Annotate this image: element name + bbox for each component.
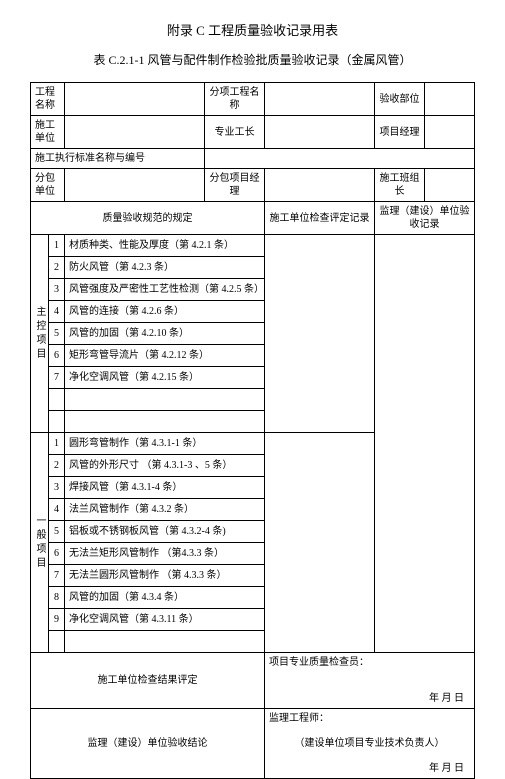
- yb-item-9: [65, 631, 265, 653]
- inspection-form: 工程名称 分项工程名称 验收部位 施工单位 专业工长 项目经理 施工执行标准名称…: [30, 82, 475, 779]
- zk-item-8: [65, 411, 265, 433]
- h-accept-part-val: [425, 83, 475, 116]
- yb-item-8: 净化空调风管（第 4.3.11 条）: [65, 609, 265, 631]
- supervisor-conclusion-label: 监理（建设）单位验收结论: [31, 709, 265, 779]
- supervisor-engineer-label: 监理工程师：: [265, 709, 475, 733]
- zk-item-2: 风管强度及严密性工艺性检测（第 4.2.5 条）: [65, 279, 265, 301]
- zk-num-2: 3: [49, 279, 65, 301]
- yb-item-6: 无法兰圆形风管制作 （第 4.3.3 条）: [65, 565, 265, 587]
- zk-item-3: 风管的连接（第 4.2.6 条）: [65, 301, 265, 323]
- supervisor-record: [375, 235, 475, 653]
- zhukong-label: 主控项目: [31, 235, 49, 433]
- h-pm-val: [425, 116, 475, 149]
- quality-inspector-label: 项目专业质量检查员：: [265, 653, 475, 683]
- h-foreman-val: [265, 116, 375, 149]
- yiban-label: 一般项目: [31, 433, 49, 653]
- yb-item-3: 法兰风管制作（第 4.3.2 条）: [65, 499, 265, 521]
- h-team-label: 施工班组长: [375, 169, 425, 202]
- colhead-supervisor: 监理（建设）单位验收记录: [375, 202, 475, 235]
- zk-item-6: 净化空调风管（第 4.2.15 条）: [65, 367, 265, 389]
- yb-num-2: 3: [49, 477, 65, 499]
- yb-num-7: 8: [49, 587, 65, 609]
- zk-num-7: [49, 389, 65, 411]
- h-subpm-label: 分包项目经理: [205, 169, 265, 202]
- yb-num-9: [49, 631, 65, 653]
- h-team-val: [425, 169, 475, 202]
- h-pm-label: 项目经理: [375, 116, 425, 149]
- zk-num-4: 5: [49, 323, 65, 345]
- zk-num-5: 6: [49, 345, 65, 367]
- colhead-record: 施工单位检查评定记录: [265, 202, 375, 235]
- h-standard-label: 施工执行标准名称与编号: [31, 149, 205, 169]
- yb-item-0: 圆形弯管制作（第 4.3.1-1 条）: [65, 433, 265, 455]
- yb-item-7: 风管的加固（第 4.3.4 条）: [65, 587, 265, 609]
- page-title-1: 附录 C 工程质量验收记录用表: [30, 20, 475, 39]
- zk-item-0: 材质种类、性能及厚度（第 4.2.1 条）: [65, 235, 265, 257]
- yb-record: [265, 433, 375, 653]
- yb-num-6: 7: [49, 565, 65, 587]
- owner-tech-label: （建设单位项目专业技术负责人）: [265, 732, 475, 755]
- h-construct-unit-label: 施工单位: [31, 116, 65, 149]
- zk-item-5: 矩形弯管导流片（第 4.2.12 条）: [65, 345, 265, 367]
- zk-item-1: 防火风管（第 4.2.3 条）: [65, 257, 265, 279]
- page-title-2: 表 C.2.1-1 风管与配件制作检验批质量验收记录（金属风管）: [30, 51, 475, 68]
- h-project-name-val: [65, 83, 205, 116]
- zk-item-7: [65, 389, 265, 411]
- date-2: 年 月 日: [265, 755, 475, 779]
- yb-num-5: 6: [49, 543, 65, 565]
- h-subpm-val: [265, 169, 375, 202]
- h-subproject-label: 分项工程名称: [205, 83, 265, 116]
- h-construct-unit-val: [65, 116, 205, 149]
- h-accept-part-label: 验收部位: [375, 83, 425, 116]
- construct-check-label: 施工单位检查结果评定: [31, 653, 265, 709]
- h-subcontract-label: 分包单位: [31, 169, 65, 202]
- h-project-name-label: 工程名称: [31, 83, 65, 116]
- h-subcontract-val: [65, 169, 205, 202]
- yb-num-3: 4: [49, 499, 65, 521]
- yb-item-2: 焊接风管（第 4.3.1-4 条）: [65, 477, 265, 499]
- zk-num-8: [49, 411, 65, 433]
- yb-num-0: 1: [49, 433, 65, 455]
- yb-num-4: 5: [49, 521, 65, 543]
- yb-item-5: 无法兰矩形风管制作 （第4.3.3 条）: [65, 543, 265, 565]
- yb-item-4: 铝板或不锈钢板风管（第 4.3.2-4 条): [65, 521, 265, 543]
- zk-num-6: 7: [49, 367, 65, 389]
- h-subproject-val: [265, 83, 375, 116]
- zk-num-1: 2: [49, 257, 65, 279]
- date-1: 年 月 日: [265, 683, 475, 709]
- zk-num-0: 1: [49, 235, 65, 257]
- zk-num-3: 4: [49, 301, 65, 323]
- yb-num-1: 2: [49, 455, 65, 477]
- zk-record: [265, 235, 375, 433]
- h-foreman-label: 专业工长: [205, 116, 265, 149]
- yb-item-1: 风管的外形尺寸 （第 4.3.1-3 、5 条）: [65, 455, 265, 477]
- yb-num-8: 9: [49, 609, 65, 631]
- zk-item-4: 风管的加固（第 4.2.10 条）: [65, 323, 265, 345]
- h-standard-val: [205, 149, 475, 169]
- colhead-spec: 质量验收规范的规定: [31, 202, 265, 235]
